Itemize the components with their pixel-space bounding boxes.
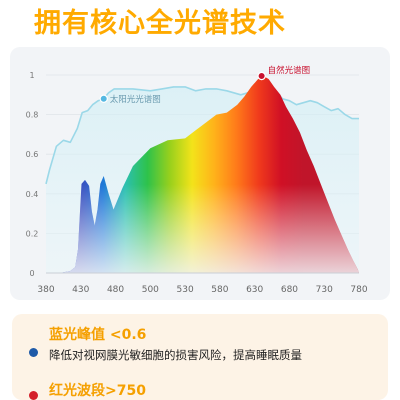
- feature-description: 降低对视网膜光敏细胞的损害风险，提高睡眠质量: [49, 348, 302, 362]
- spectrum-chart: 0 0.2 0.4 0.6 0.8 1 380 430 480 500 530 580 630 680 73…: [26, 65, 368, 295]
- x-tick-label: 530: [177, 285, 194, 295]
- x-tick-label: 380: [37, 285, 54, 295]
- y-tick-label: 0.2: [26, 229, 39, 238]
- x-tick-label: 680: [281, 285, 298, 295]
- y-tick-label: 0.6: [26, 150, 39, 159]
- series-marker: [99, 94, 108, 103]
- x-tick-label: 780: [350, 285, 367, 295]
- feature-title: 红光波段>750: [49, 383, 146, 399]
- feature-bullet-icon: [29, 348, 38, 357]
- x-tick-label: 730: [316, 285, 333, 295]
- y-tick-label: 0: [29, 269, 34, 278]
- sunlight-spectrum-line: [45, 84, 359, 185]
- x-tick-label: 500: [142, 285, 159, 295]
- legend-label: 太阳光光谱图: [110, 94, 161, 105]
- x-tick-label: 480: [107, 285, 124, 295]
- x-tick-label: 630: [246, 285, 263, 295]
- y-tick-label: 0.4: [26, 190, 39, 199]
- features-card: 蓝光峰值 <0.6 降低对视网膜光敏细胞的损害风险，提高睡眠质量 红光波段>75…: [12, 314, 388, 400]
- y-tick-label: 0.8: [26, 111, 39, 120]
- x-tick-label: 430: [72, 285, 89, 295]
- legend-label: 自然光谱图: [268, 65, 311, 76]
- series-marker: [257, 71, 266, 81]
- feature-title: 蓝光峰值 <0.6: [49, 327, 147, 343]
- x-tick-label: 580: [211, 285, 228, 295]
- y-tick-label: 1: [29, 71, 34, 80]
- feature-bullet-icon: [29, 391, 38, 400]
- page-title: 拥有核心全光谱技术: [34, 8, 286, 39]
- natural-spectrum-fade: [46, 76, 359, 273]
- spectrum-chart-panel: 0 0.2 0.4 0.6 0.8 1 380 430 480 500 530 580 630 680 73…: [10, 47, 390, 300]
